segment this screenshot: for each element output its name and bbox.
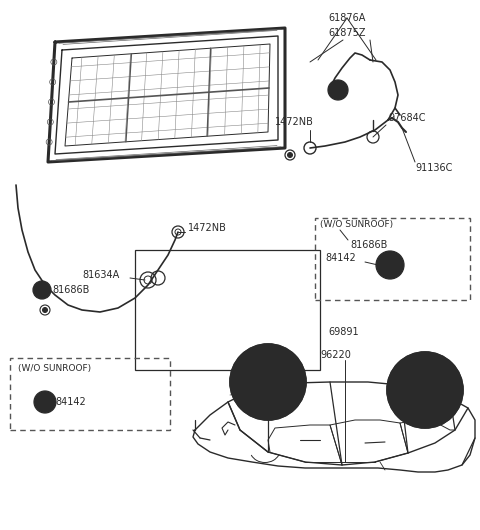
Circle shape <box>397 362 453 418</box>
Text: (W/O SUNROOF): (W/O SUNROOF) <box>18 364 91 373</box>
Text: 81634A: 81634A <box>82 270 119 280</box>
Circle shape <box>387 352 463 428</box>
Text: 84142: 84142 <box>325 253 356 263</box>
Text: 97684C: 97684C <box>388 113 425 123</box>
Text: 84142: 84142 <box>55 397 86 407</box>
Circle shape <box>256 370 280 394</box>
Circle shape <box>288 153 292 157</box>
Circle shape <box>413 378 437 402</box>
Circle shape <box>43 307 48 313</box>
Text: (W/O SUNROOF): (W/O SUNROOF) <box>320 220 393 229</box>
Bar <box>10 358 170 430</box>
Text: 69891: 69891 <box>328 327 359 337</box>
Circle shape <box>387 262 393 268</box>
Circle shape <box>40 288 44 292</box>
Text: 61876A: 61876A <box>328 13 365 23</box>
Circle shape <box>34 391 56 413</box>
Text: 1472NB: 1472NB <box>275 117 314 127</box>
Circle shape <box>43 400 48 404</box>
Circle shape <box>37 285 47 295</box>
Circle shape <box>240 354 296 410</box>
Text: 1472NB: 1472NB <box>188 223 227 233</box>
Bar <box>315 218 470 300</box>
Text: 61875Z: 61875Z <box>328 28 365 38</box>
Circle shape <box>336 87 340 93</box>
Text: 96220: 96220 <box>320 350 351 360</box>
Circle shape <box>333 85 343 95</box>
Circle shape <box>230 344 306 420</box>
Circle shape <box>376 251 404 279</box>
Circle shape <box>383 258 397 272</box>
Circle shape <box>33 281 51 299</box>
Circle shape <box>328 80 348 100</box>
Text: 91136C: 91136C <box>415 163 452 173</box>
Circle shape <box>40 397 50 407</box>
Bar <box>135 250 320 370</box>
Text: 81686B: 81686B <box>52 285 89 295</box>
Text: 81686B: 81686B <box>350 240 387 250</box>
